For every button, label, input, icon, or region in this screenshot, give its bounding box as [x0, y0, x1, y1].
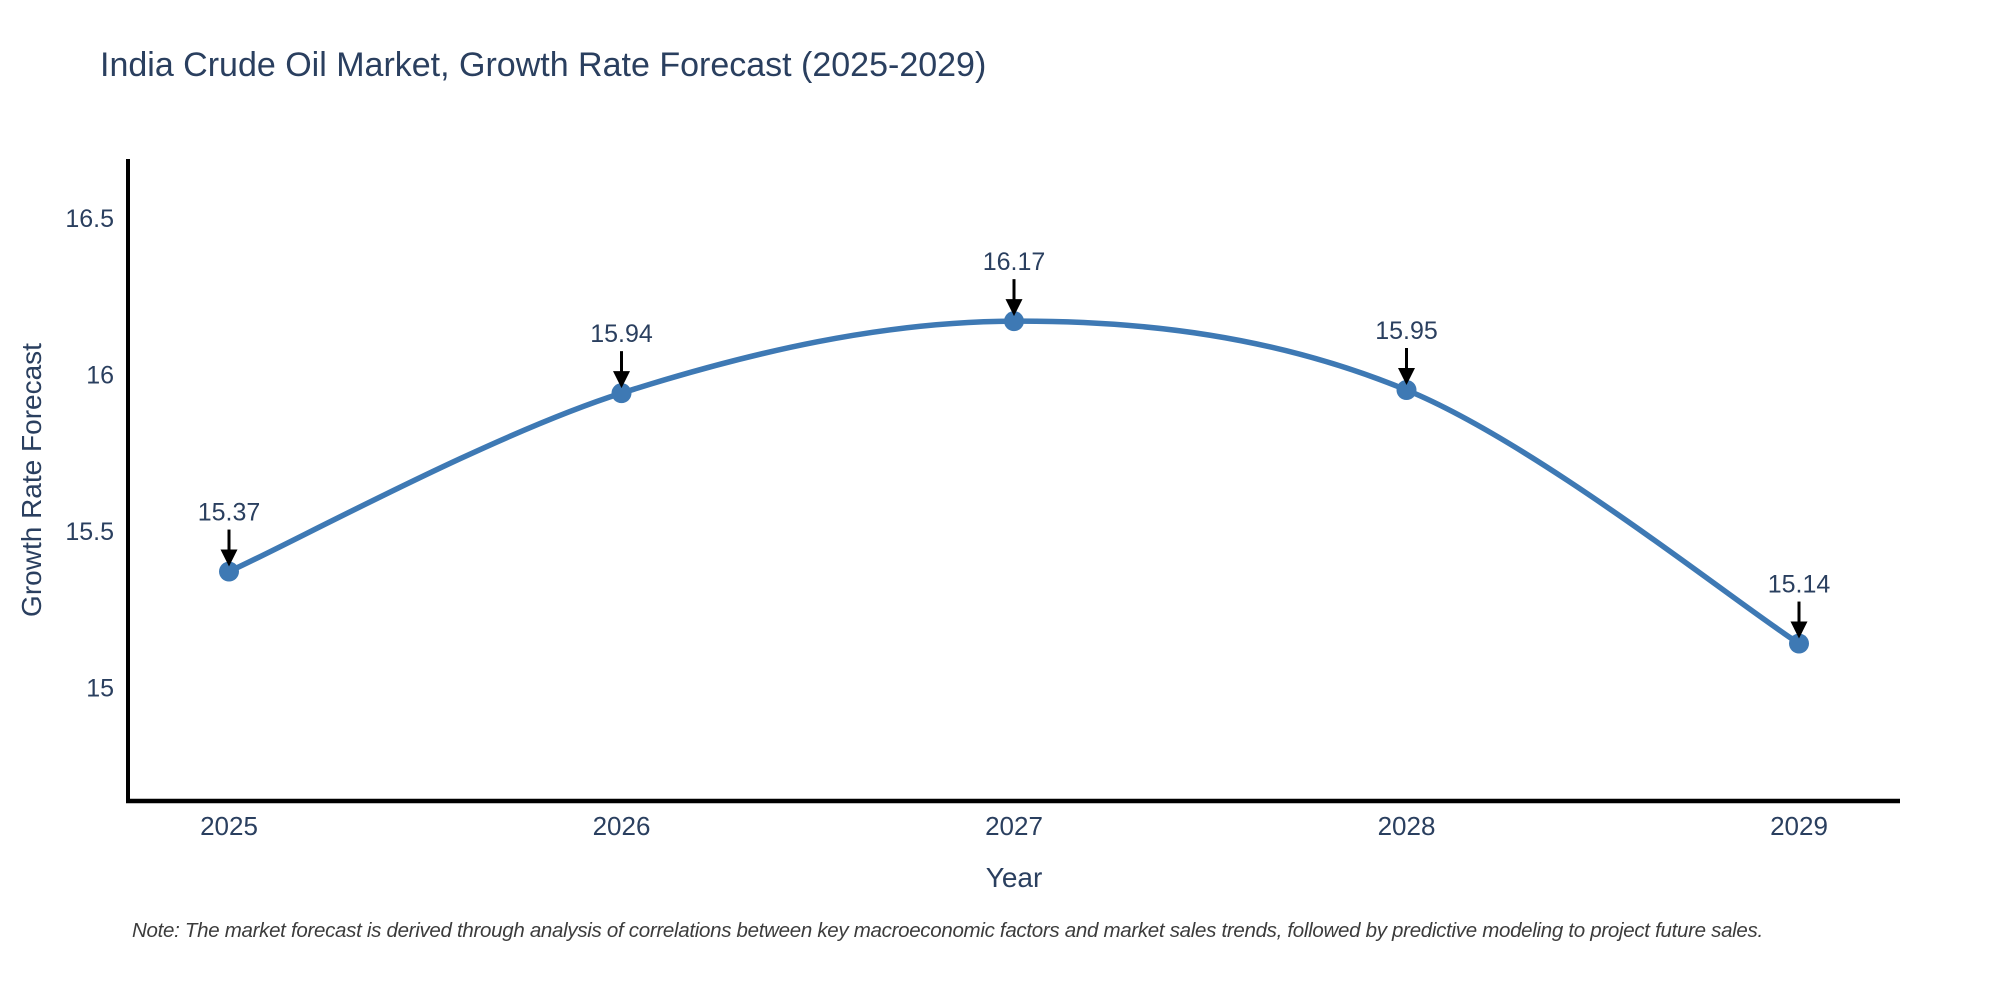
x-tick-label: 2026 [593, 811, 651, 841]
annotation-label: 16.17 [983, 248, 1046, 276]
annotation-arrowhead [1398, 368, 1415, 386]
data-point-marker [1789, 633, 1809, 654]
x-tick-label: 2025 [200, 811, 258, 841]
data-point-marker [219, 561, 239, 582]
data-point-marker [611, 383, 632, 404]
annotation-label: 15.95 [1375, 317, 1438, 345]
annotation-arrowhead [220, 549, 238, 567]
y-tick-label: 16.5 [65, 205, 114, 233]
annotation-label: 15.37 [198, 499, 261, 527]
annotation-arrowhead [1005, 299, 1023, 317]
y-tick-label: 16 [86, 361, 114, 389]
x-tick-label: 2028 [1378, 811, 1436, 841]
y-tick-label: 15.5 [65, 518, 114, 546]
annotation-arrowhead [1790, 621, 1808, 639]
annotation-label: 15.14 [1768, 571, 1831, 599]
series-line [226, 318, 1802, 647]
x-axis-title: Year [985, 862, 1043, 893]
chart-title: India Crude Oil Market, Growth Rate Fore… [100, 46, 987, 84]
data-point-marker [1396, 380, 1417, 401]
annotation-arrowhead [613, 371, 630, 389]
x-tick-label: 2029 [1770, 811, 1828, 841]
footnote: Note: The market forecast is derived thr… [132, 919, 1763, 942]
data-point-marker [1004, 311, 1024, 332]
annotation-label: 15.94 [590, 320, 653, 348]
y-tick-label: 15 [86, 674, 114, 702]
x-tick-label: 2027 [985, 811, 1043, 841]
